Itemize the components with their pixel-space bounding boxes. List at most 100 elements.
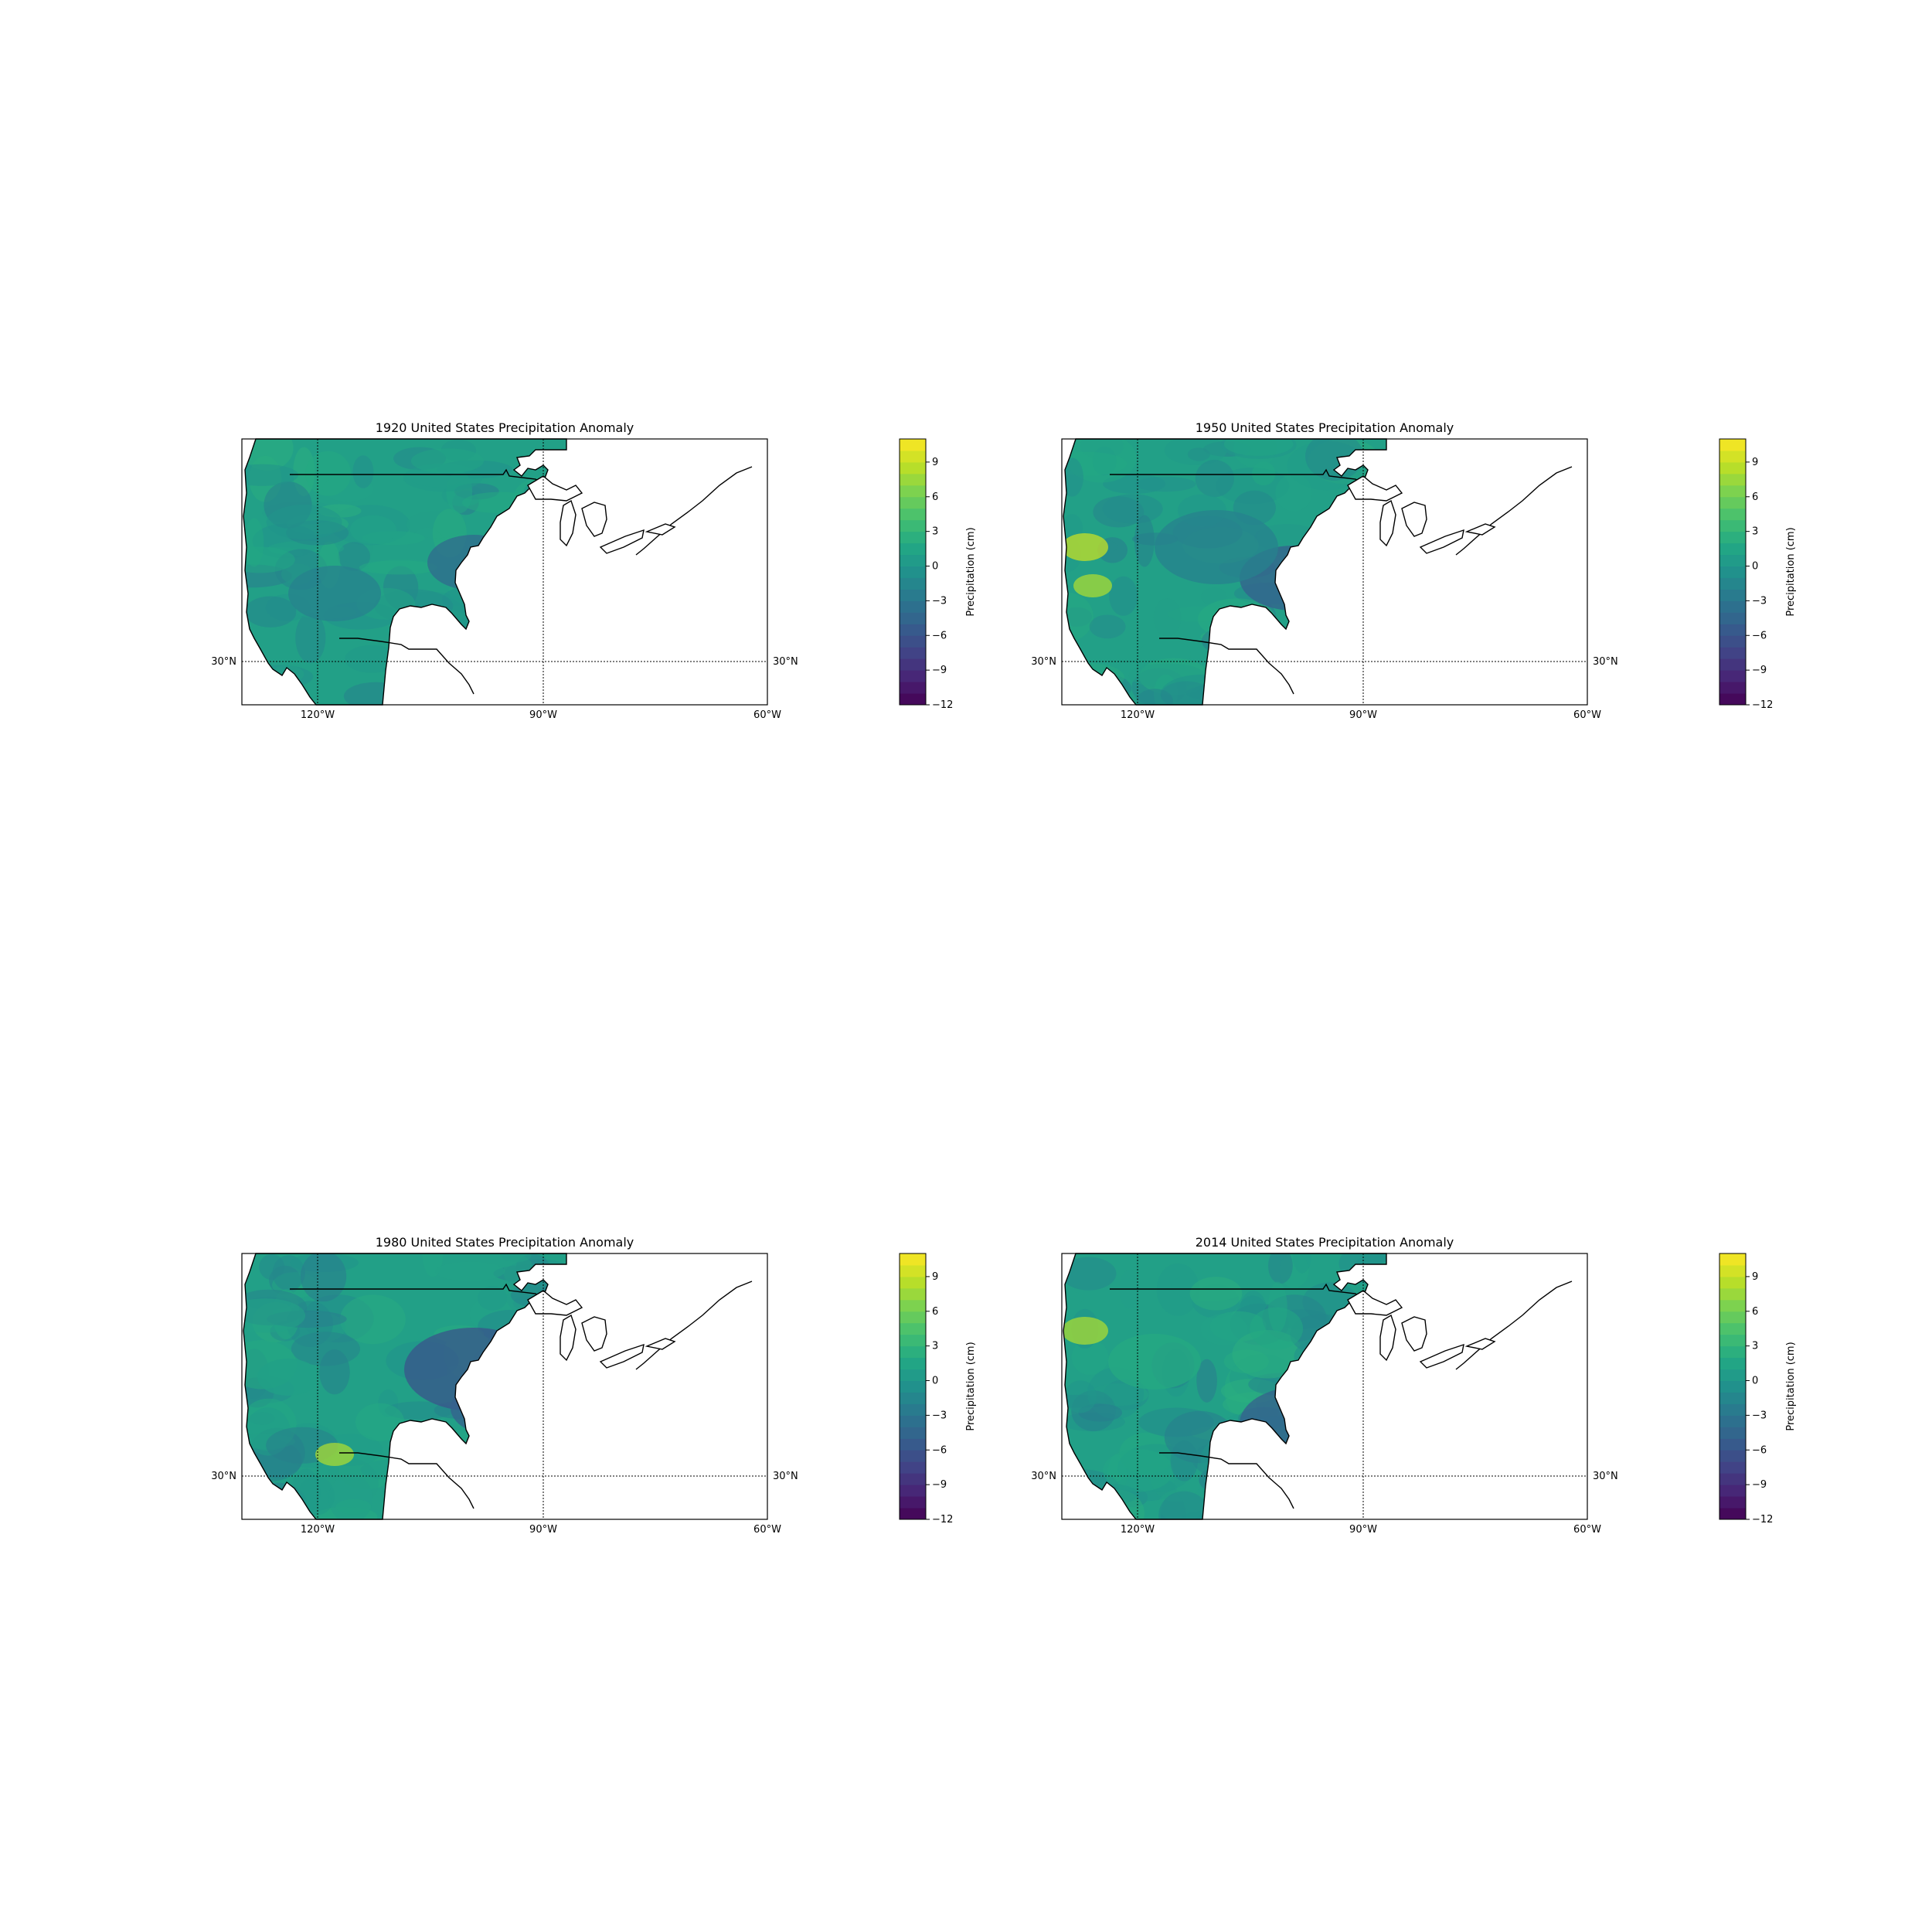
field-patch bbox=[1189, 1277, 1243, 1311]
colorbar-band bbox=[900, 589, 926, 601]
field-patch bbox=[1275, 474, 1312, 512]
coastline bbox=[1063, 438, 1387, 706]
colorbar-band bbox=[900, 496, 926, 509]
field-patch bbox=[355, 1403, 405, 1441]
field-patch bbox=[352, 455, 374, 488]
great-lake bbox=[560, 499, 577, 547]
colorbar-band bbox=[900, 577, 926, 590]
field-patch bbox=[1158, 1491, 1210, 1519]
colorbar-band bbox=[900, 566, 926, 578]
field-patch bbox=[1292, 1253, 1312, 1274]
colorbar-band bbox=[1719, 519, 1746, 532]
colorbar-label: Precipitation (cm) bbox=[965, 527, 977, 616]
great-lake bbox=[1419, 529, 1464, 554]
colorbar-band bbox=[1719, 1392, 1746, 1404]
colorbar-band bbox=[1719, 1461, 1746, 1474]
colorbar-tick-label: 6 bbox=[1752, 1306, 1758, 1318]
colorbar-frame bbox=[899, 1253, 927, 1520]
colorbar-band bbox=[1719, 612, 1746, 624]
colorbar-band bbox=[900, 1299, 926, 1312]
latitude-tick-label-left: 30°N bbox=[211, 1471, 236, 1482]
colorbar-band bbox=[900, 1264, 926, 1277]
colorbar-band bbox=[1719, 670, 1746, 682]
map-frame bbox=[241, 438, 768, 706]
colorbar-band bbox=[900, 647, 926, 659]
great-lake bbox=[581, 502, 607, 537]
great-lake bbox=[581, 1316, 607, 1352]
colorbar-tick-label: 0 bbox=[932, 1376, 938, 1387]
field-patch bbox=[300, 1253, 347, 1302]
colorbar-band bbox=[900, 1403, 926, 1416]
colorbar-band bbox=[1719, 635, 1746, 648]
colorbar-label: Precipitation (cm) bbox=[1785, 527, 1797, 616]
latitude-tick-label-right: 30°N bbox=[1593, 656, 1618, 668]
colorbar-tick-label: 0 bbox=[1752, 561, 1758, 573]
field-anomaly bbox=[1073, 574, 1112, 597]
colorbar-tick-label: −3 bbox=[1752, 595, 1767, 607]
colorbar-label: Precipitation (cm) bbox=[965, 1342, 977, 1430]
colorbar-band bbox=[1719, 543, 1746, 556]
colorbar-band bbox=[900, 670, 926, 682]
colorbar-band bbox=[900, 1380, 926, 1393]
colorbar-tick-label: 3 bbox=[932, 526, 938, 538]
colorbar-band bbox=[900, 473, 926, 486]
us-canada-border-east bbox=[635, 466, 753, 556]
latitude-tick-label-right: 30°N bbox=[1593, 1471, 1618, 1482]
map-frame bbox=[1061, 438, 1588, 706]
field-patch bbox=[1164, 439, 1227, 465]
field-patch bbox=[338, 542, 370, 571]
colorbar-band bbox=[1719, 485, 1746, 498]
colorbar-tick-label: −6 bbox=[1752, 630, 1767, 641]
field-patch bbox=[244, 518, 264, 567]
colorbar-band bbox=[900, 1253, 926, 1266]
colorbar-band bbox=[1719, 647, 1746, 659]
colorbar-frame bbox=[1719, 1253, 1747, 1520]
colorbar-tick-label: −6 bbox=[932, 1444, 947, 1456]
field-patch bbox=[1200, 1313, 1248, 1345]
colorbar-band bbox=[1719, 1276, 1746, 1289]
colorbar-band bbox=[900, 1427, 926, 1439]
colorbar-tick-label: 6 bbox=[932, 1306, 938, 1318]
longitude-tick-label: 90°W bbox=[1349, 709, 1377, 721]
field-patch bbox=[478, 1285, 508, 1311]
colorbar-band bbox=[900, 1473, 926, 1485]
colorbar: 9 6 3 0 −3 −6 −9 −12 Precipitation (cm) bbox=[899, 1253, 977, 1526]
coastline bbox=[243, 438, 567, 706]
colorbar-band bbox=[1719, 658, 1746, 671]
colorbar-band bbox=[1719, 1403, 1746, 1416]
colorbar-band bbox=[1719, 1496, 1746, 1509]
colorbar-tick-label: −6 bbox=[932, 630, 947, 641]
colorbar-band bbox=[900, 682, 926, 694]
us-mexico-border bbox=[339, 638, 474, 695]
colorbar-band bbox=[1719, 1253, 1746, 1266]
colorbar-band bbox=[900, 1438, 926, 1451]
colorbar-band bbox=[900, 612, 926, 624]
field-patch bbox=[295, 612, 326, 663]
field-anomaly bbox=[1155, 510, 1278, 584]
great-lake bbox=[560, 1314, 577, 1362]
us-canada-border-east bbox=[1455, 466, 1573, 556]
colorbar-band bbox=[900, 1415, 926, 1427]
colorbar-band bbox=[1719, 1322, 1746, 1335]
panel-title: 1980 United States Precipitation Anomaly bbox=[376, 1235, 634, 1250]
colorbar-band bbox=[900, 1276, 926, 1289]
field-patch bbox=[1064, 1380, 1097, 1413]
colorbar-tick-label: 9 bbox=[1752, 457, 1758, 468]
colorbar-band bbox=[1719, 439, 1746, 451]
colorbar-band bbox=[900, 600, 926, 613]
field-anomaly bbox=[1108, 1334, 1201, 1389]
colorbar-tick-label: 0 bbox=[1752, 1376, 1758, 1387]
colorbar-tick-label: 3 bbox=[1752, 1341, 1758, 1352]
great-lake bbox=[1464, 1338, 1496, 1350]
field-patch bbox=[410, 448, 484, 474]
field-patch bbox=[1252, 461, 1276, 486]
longitude-tick-label: 120°W bbox=[1121, 1524, 1155, 1536]
latitude-tick-label-left: 30°N bbox=[1031, 656, 1056, 668]
colorbar-tick-label: −9 bbox=[1752, 665, 1767, 676]
colorbar-band bbox=[900, 519, 926, 532]
colorbar-band bbox=[900, 1345, 926, 1359]
field-patch bbox=[1063, 1290, 1084, 1307]
field-patch bbox=[1135, 476, 1196, 492]
